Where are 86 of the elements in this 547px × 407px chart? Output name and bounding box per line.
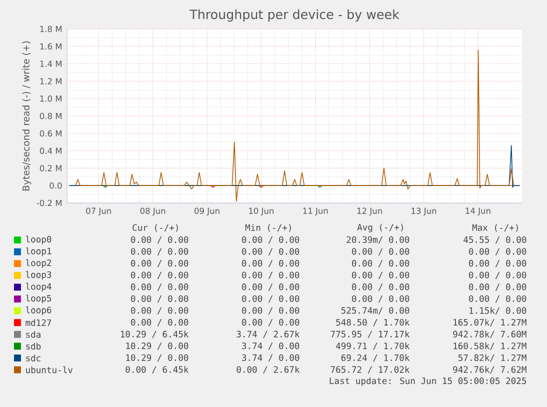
text: 0.00 / 0.00 — [131, 236, 188, 244]
text: 0.00 / 0.00 — [469, 260, 526, 268]
text: 0.00 / 0.00 — [131, 318, 188, 326]
text: 0.00 / 0.00 — [242, 318, 300, 326]
text: 0.00 / 0.00 — [242, 236, 300, 244]
text: 0.00 / 0.00 — [242, 260, 300, 268]
text: 0.00 / 0.00 — [469, 248, 526, 256]
chart-title: Throughput per device - by week — [190, 9, 400, 22]
y-tick-label: 0.8 M — [40, 112, 62, 120]
y-tick-label: 1.6 M — [40, 43, 62, 50]
y-tick-label: 1.0 M — [40, 95, 62, 102]
text: 3.74 / 0.00 — [242, 342, 300, 350]
text: Cur (-/+) — [132, 224, 178, 232]
text: 0.00 / 0.00 — [352, 284, 410, 291]
text: Min (-/+) — [245, 224, 291, 232]
text: 0.00 / 6.45k — [126, 366, 189, 374]
text: 499.71 / 1.70k — [336, 342, 410, 350]
text: 0.00 / 0.00 — [242, 272, 300, 280]
text: 165.07k/ 1.27M — [454, 318, 526, 326]
legend-label: sda — [26, 330, 40, 338]
x-tick-label: 14 Jun — [466, 208, 490, 216]
text: Max (-/+) — [472, 224, 518, 232]
legend-label: loop1 — [26, 248, 52, 256]
text: 942.78k/ 7.60M — [453, 330, 526, 338]
y-tick-label: 0.6 M — [40, 130, 62, 137]
x-tick-label: 10 Jun — [249, 208, 274, 216]
text: 160.58k/ 1.27M — [454, 342, 526, 350]
text: 3.74 / 0.00 — [242, 354, 300, 362]
text: 0.00 / 0.00 — [469, 284, 526, 291]
y-axis-title: Bytes/second read (-) / write (+) — [22, 41, 32, 190]
legend-label: md127 — [26, 319, 52, 326]
text: 0.00 / 0.00 — [242, 295, 300, 303]
text: 0.00 / 0.00 — [352, 260, 410, 268]
text: 57.82k/ 1.27M — [458, 354, 526, 362]
y-tick-label: 0.2 M — [40, 165, 62, 172]
text: 10.29 / 0.00 — [126, 354, 188, 362]
x-tick-label: 09 Jun — [194, 208, 220, 216]
legend-label: sdb — [26, 342, 41, 350]
x-tick-label: 11 Jun — [303, 208, 328, 216]
text: 548.50 / 1.70k — [336, 318, 410, 326]
text: 775.95 / 17.17k — [330, 330, 410, 338]
y-tick-label: 1.2 M — [40, 78, 62, 84]
text: 0.00 / 0.00 — [242, 307, 300, 314]
text: 525.74m/ 0.00 — [341, 307, 410, 314]
text: 45.55 / 0.00 — [464, 236, 526, 244]
legend-label: loop0 — [26, 236, 52, 244]
text: 0.00 / 0.00 — [242, 248, 300, 256]
text: Avg (-/+) — [357, 224, 403, 232]
y-tick-label: -0.2 M — [36, 200, 62, 206]
legend-label: loop4 — [26, 282, 52, 292]
text: 0.00 / 0.00 — [131, 307, 188, 314]
text: 0.00 / 2.67k — [236, 366, 300, 374]
x-tick-label: 12 Jun — [357, 208, 382, 216]
text: 942.76k/ 7.62M — [453, 366, 526, 374]
text: 0.00 / 0.00 — [131, 272, 188, 280]
text: 10.29 / 6.45k — [120, 330, 189, 338]
y-tick-label: 0.4 M — [40, 148, 62, 154]
text: Last update: Sun Jun 15 05:00:05 2025 — [330, 377, 526, 386]
text: 0.00 / 0.00 — [352, 248, 410, 256]
x-tick-label: 08 Jun — [140, 208, 166, 216]
text: 0.00 / 0.00 — [131, 248, 188, 256]
legend-label: loop2 — [26, 259, 52, 268]
text: 0.00 / 0.00 — [352, 272, 410, 280]
y-tick-label: 1.8 M — [40, 26, 62, 32]
text: 69.24 / 1.70k — [341, 354, 410, 362]
text: 20.39m/ 0.00 — [346, 236, 410, 244]
legend-label: loop3 — [26, 271, 52, 280]
text: 0.00 / 0.00 — [352, 295, 410, 303]
x-tick-label: 13 Jun — [412, 208, 436, 216]
text: 0.00 / 0.00 — [131, 260, 188, 268]
text: 3.74 / 2.67k — [236, 330, 300, 338]
text: 0.00 / 0.00 — [131, 295, 188, 303]
legend-label: loop6 — [26, 306, 52, 316]
y-tick-label: 0.0 — [50, 182, 62, 189]
y-tick-label: 1.4 M — [40, 60, 62, 67]
text: 0.00 / 0.00 — [131, 284, 188, 291]
text: 10.29 / 0.00 — [126, 342, 188, 350]
text: 0.00 / 0.00 — [469, 295, 526, 303]
text: 1.15k/ 0.00 — [470, 307, 526, 315]
legend-label: sdc — [26, 354, 40, 362]
text: 0.00 / 0.00 — [242, 284, 300, 291]
legend-label: loop5 — [26, 294, 52, 304]
text: 0.00 / 0.00 — [469, 272, 526, 280]
x-tick-label: 07 Jun — [86, 208, 111, 216]
legend-label: ubuntu-lv — [26, 366, 73, 374]
text: 765.72 / 17.02k — [330, 366, 410, 374]
